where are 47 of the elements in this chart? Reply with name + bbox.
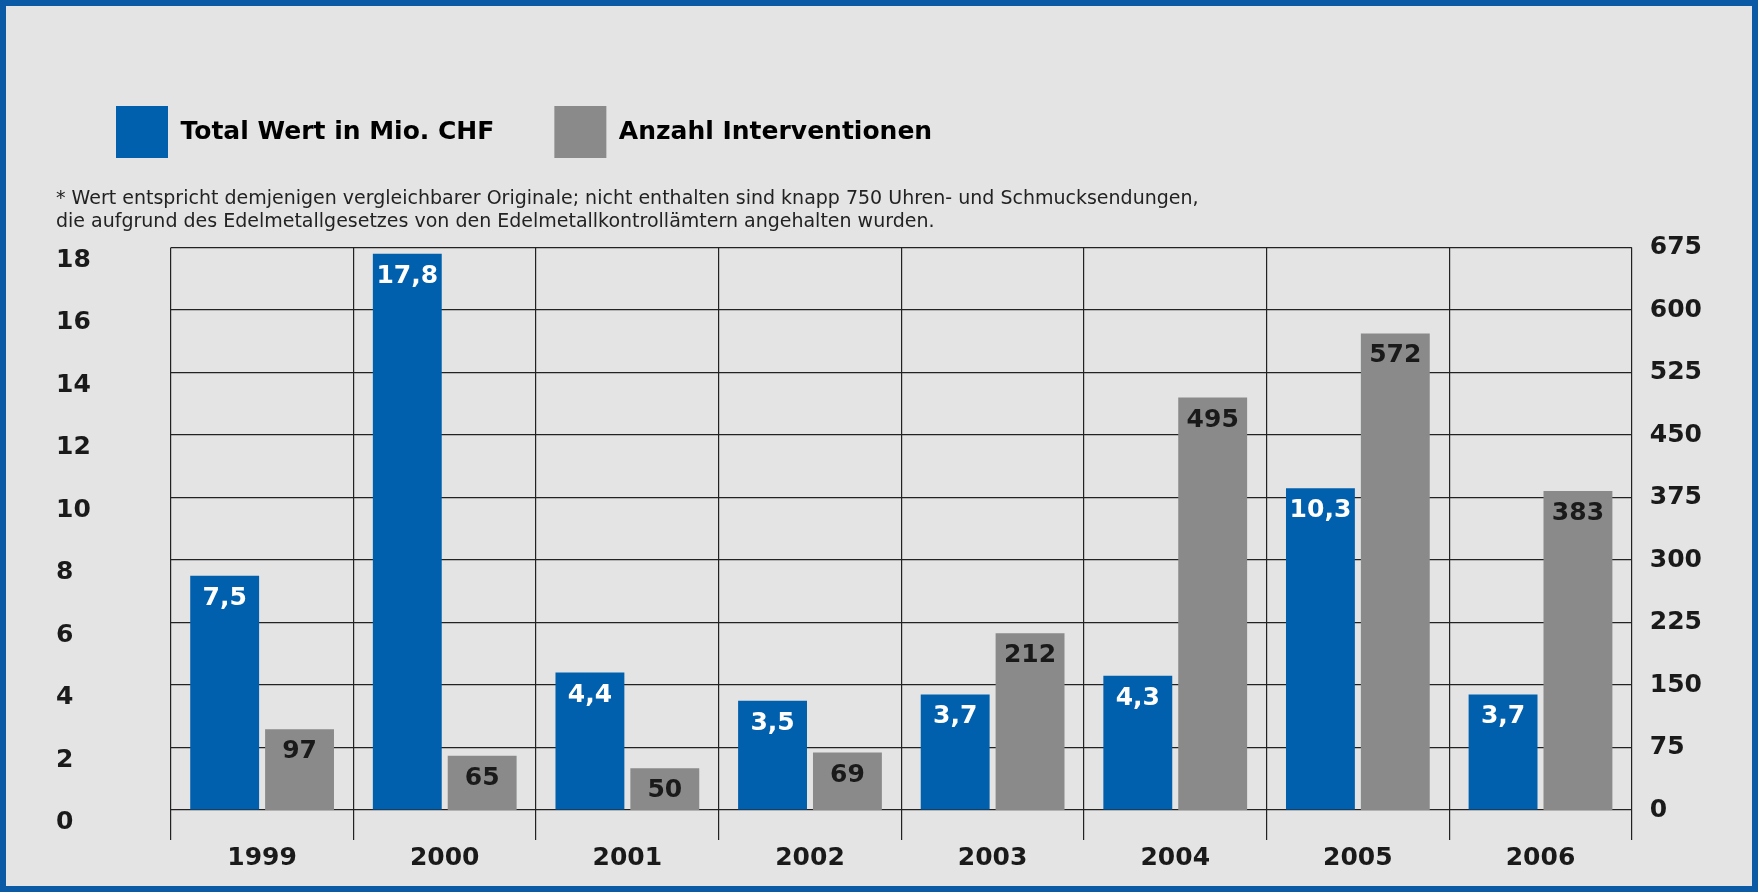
y2-tick-label: 525: [1649, 356, 1702, 386]
y2-tick-label: 300: [1649, 543, 1702, 573]
y-tick-label: 10: [56, 493, 91, 523]
y2-tick-label: 225: [1649, 606, 1702, 636]
data-label: 383: [1551, 496, 1605, 526]
y2-tick-label: 675: [1649, 231, 1702, 261]
y-tick-label: 6: [56, 618, 74, 648]
data-label: 495: [1186, 403, 1239, 433]
y-tick-label: 12: [56, 431, 91, 461]
x-tick-label: 2005: [1323, 841, 1393, 871]
data-label: 50: [647, 774, 683, 804]
x-tick-label: 2001: [592, 841, 663, 871]
legend-label: Anzahl Interventionen: [618, 115, 933, 145]
y2-tick-label: 450: [1649, 418, 1702, 448]
data-label: 7,5: [202, 581, 247, 611]
data-label: 4,3: [1115, 681, 1160, 711]
y2-tick-label: 150: [1649, 668, 1702, 698]
y-tick-label: 16: [56, 306, 91, 336]
y-tick-label: 0: [56, 806, 74, 835]
y-tick-label: 18: [56, 243, 91, 273]
y2-tick-label: 375: [1649, 481, 1702, 511]
x-tick-label: 2006: [1505, 841, 1576, 871]
data-label: 3,5: [750, 706, 795, 736]
data-label: 65: [464, 761, 500, 791]
data-label: 69: [830, 758, 865, 788]
data-label: 212: [1003, 639, 1057, 669]
data-label: 3,7: [933, 700, 978, 730]
y2-tick-label: 600: [1649, 293, 1702, 323]
x-tick-label: 1999: [227, 841, 297, 871]
data-label: 17,8: [376, 259, 439, 289]
data-label: 97: [282, 735, 317, 765]
data-label: 4,4: [567, 678, 613, 708]
y-tick-label: 2: [56, 743, 74, 773]
legend-label: Total Wert in Mio. CHF: [180, 115, 495, 145]
x-tick-label: 2000: [409, 841, 480, 871]
y2-tick-label: 75: [1649, 731, 1685, 761]
data-label: 3,7: [1480, 700, 1526, 730]
y-tick-label: 14: [56, 368, 91, 398]
y2-tick-label: 0: [1649, 793, 1668, 823]
x-tick-label: 2002: [775, 841, 845, 871]
y-tick-label: 4: [56, 681, 74, 711]
text: * Wert entspricht demjenigen vergleichbarer Originale; nicht enthalten sind knapp 750 Uhren- und Schmucksendungen, die aufgrund des Edelmetallgesetzes von den Edelmetallkontrollämtern angehalten wurden.: [56, 186, 1199, 232]
data-label: 10,3: [1289, 494, 1352, 524]
x-tick-label: 2004: [1140, 841, 1211, 871]
data-label: 572: [1369, 339, 1422, 369]
x-tick-label: 2003: [957, 841, 1028, 871]
y-tick-label: 8: [56, 556, 74, 586]
